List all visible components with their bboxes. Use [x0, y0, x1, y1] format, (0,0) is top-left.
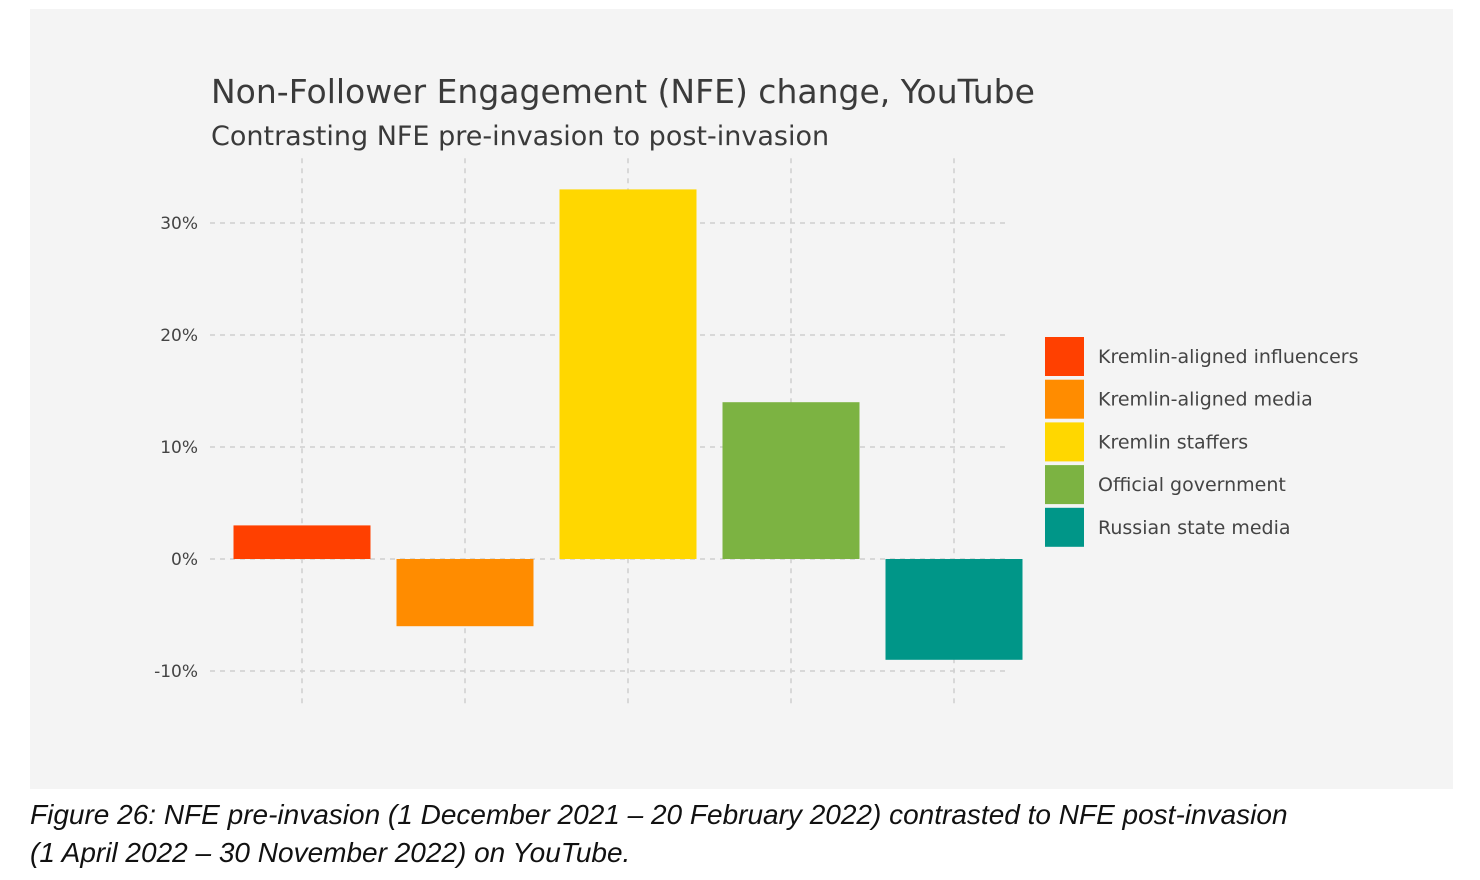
- legend-swatch: [1045, 379, 1084, 419]
- bar-kremlin-aligned-influencers: [233, 525, 371, 559]
- legend-label: Kremlin-aligned media: [1098, 389, 1313, 411]
- y-axis-ticks: -10% 0% 10% 20% 30%: [154, 214, 198, 682]
- bar-kremlin-staffers: [559, 189, 697, 559]
- legend-label: Kremlin staffers: [1098, 431, 1248, 453]
- y-tick-label: 30%: [160, 214, 198, 234]
- caption-line-2: (1 April 2022 – 30 November 2022) on You…: [30, 837, 631, 868]
- bars: [233, 189, 1023, 660]
- figure-caption: Figure 26: NFE pre-invasion (1 December …: [30, 796, 1460, 872]
- nfe-bar-chart: Non-Follower Engagement (NFE) change, Yo…: [154, 72, 1359, 704]
- legend: Kremlin-aligned influencers Kremlin-align…: [1045, 337, 1359, 547]
- bar-russian-state-media: [885, 559, 1023, 660]
- chart-title: Non-Follower Engagement (NFE) change, Yo…: [211, 72, 1035, 111]
- legend-swatch: [1045, 337, 1084, 376]
- legend-swatch: [1045, 507, 1084, 547]
- y-tick-label: 10%: [160, 438, 198, 458]
- bar-kremlin-aligned-media: [396, 559, 534, 627]
- legend-swatch: [1045, 422, 1084, 462]
- legend-label: Official government: [1098, 474, 1286, 496]
- bar-official-government: [722, 402, 860, 559]
- legend-label: Kremlin-aligned influencers: [1098, 346, 1359, 368]
- legend-label: Russian state media: [1098, 517, 1291, 539]
- y-tick-label: 0%: [171, 550, 198, 570]
- chart-subtitle: Contrasting NFE pre-invasion to post-inv…: [211, 121, 829, 152]
- chart-panel: Non-Follower Engagement (NFE) change, Yo…: [30, 9, 1453, 789]
- y-tick-label: -10%: [154, 662, 198, 682]
- y-tick-label: 20%: [160, 326, 198, 346]
- legend-swatch: [1045, 465, 1084, 505]
- caption-line-1: Figure 26: NFE pre-invasion (1 December …: [30, 799, 1288, 830]
